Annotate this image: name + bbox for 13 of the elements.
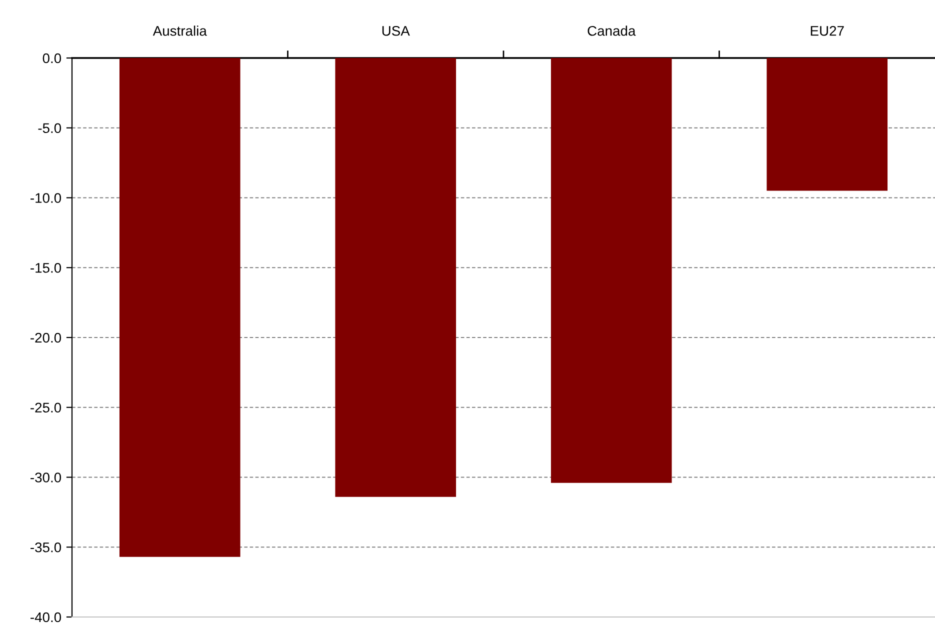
y-tick-label: -20.0 — [30, 332, 62, 343]
y-tick-label: -25.0 — [30, 402, 62, 413]
x-tick-label: Canada — [588, 26, 636, 36]
y-tick-label: -35.0 — [30, 542, 62, 552]
y-tick-label: -15.0 — [30, 262, 62, 273]
y-tick-label: -40.0 — [30, 612, 62, 622]
y-tick-label: -5.0 — [38, 123, 62, 134]
y-tick-label: 0.0 — [42, 53, 62, 64]
x-tick-label: Australia — [152, 26, 207, 36]
x-tick-label: EU27 — [810, 26, 844, 36]
y-tick-label: -10.0 — [30, 193, 62, 203]
y-tick-label: -30.0 — [30, 472, 62, 482]
x-tick-label: USA — [382, 26, 410, 36]
